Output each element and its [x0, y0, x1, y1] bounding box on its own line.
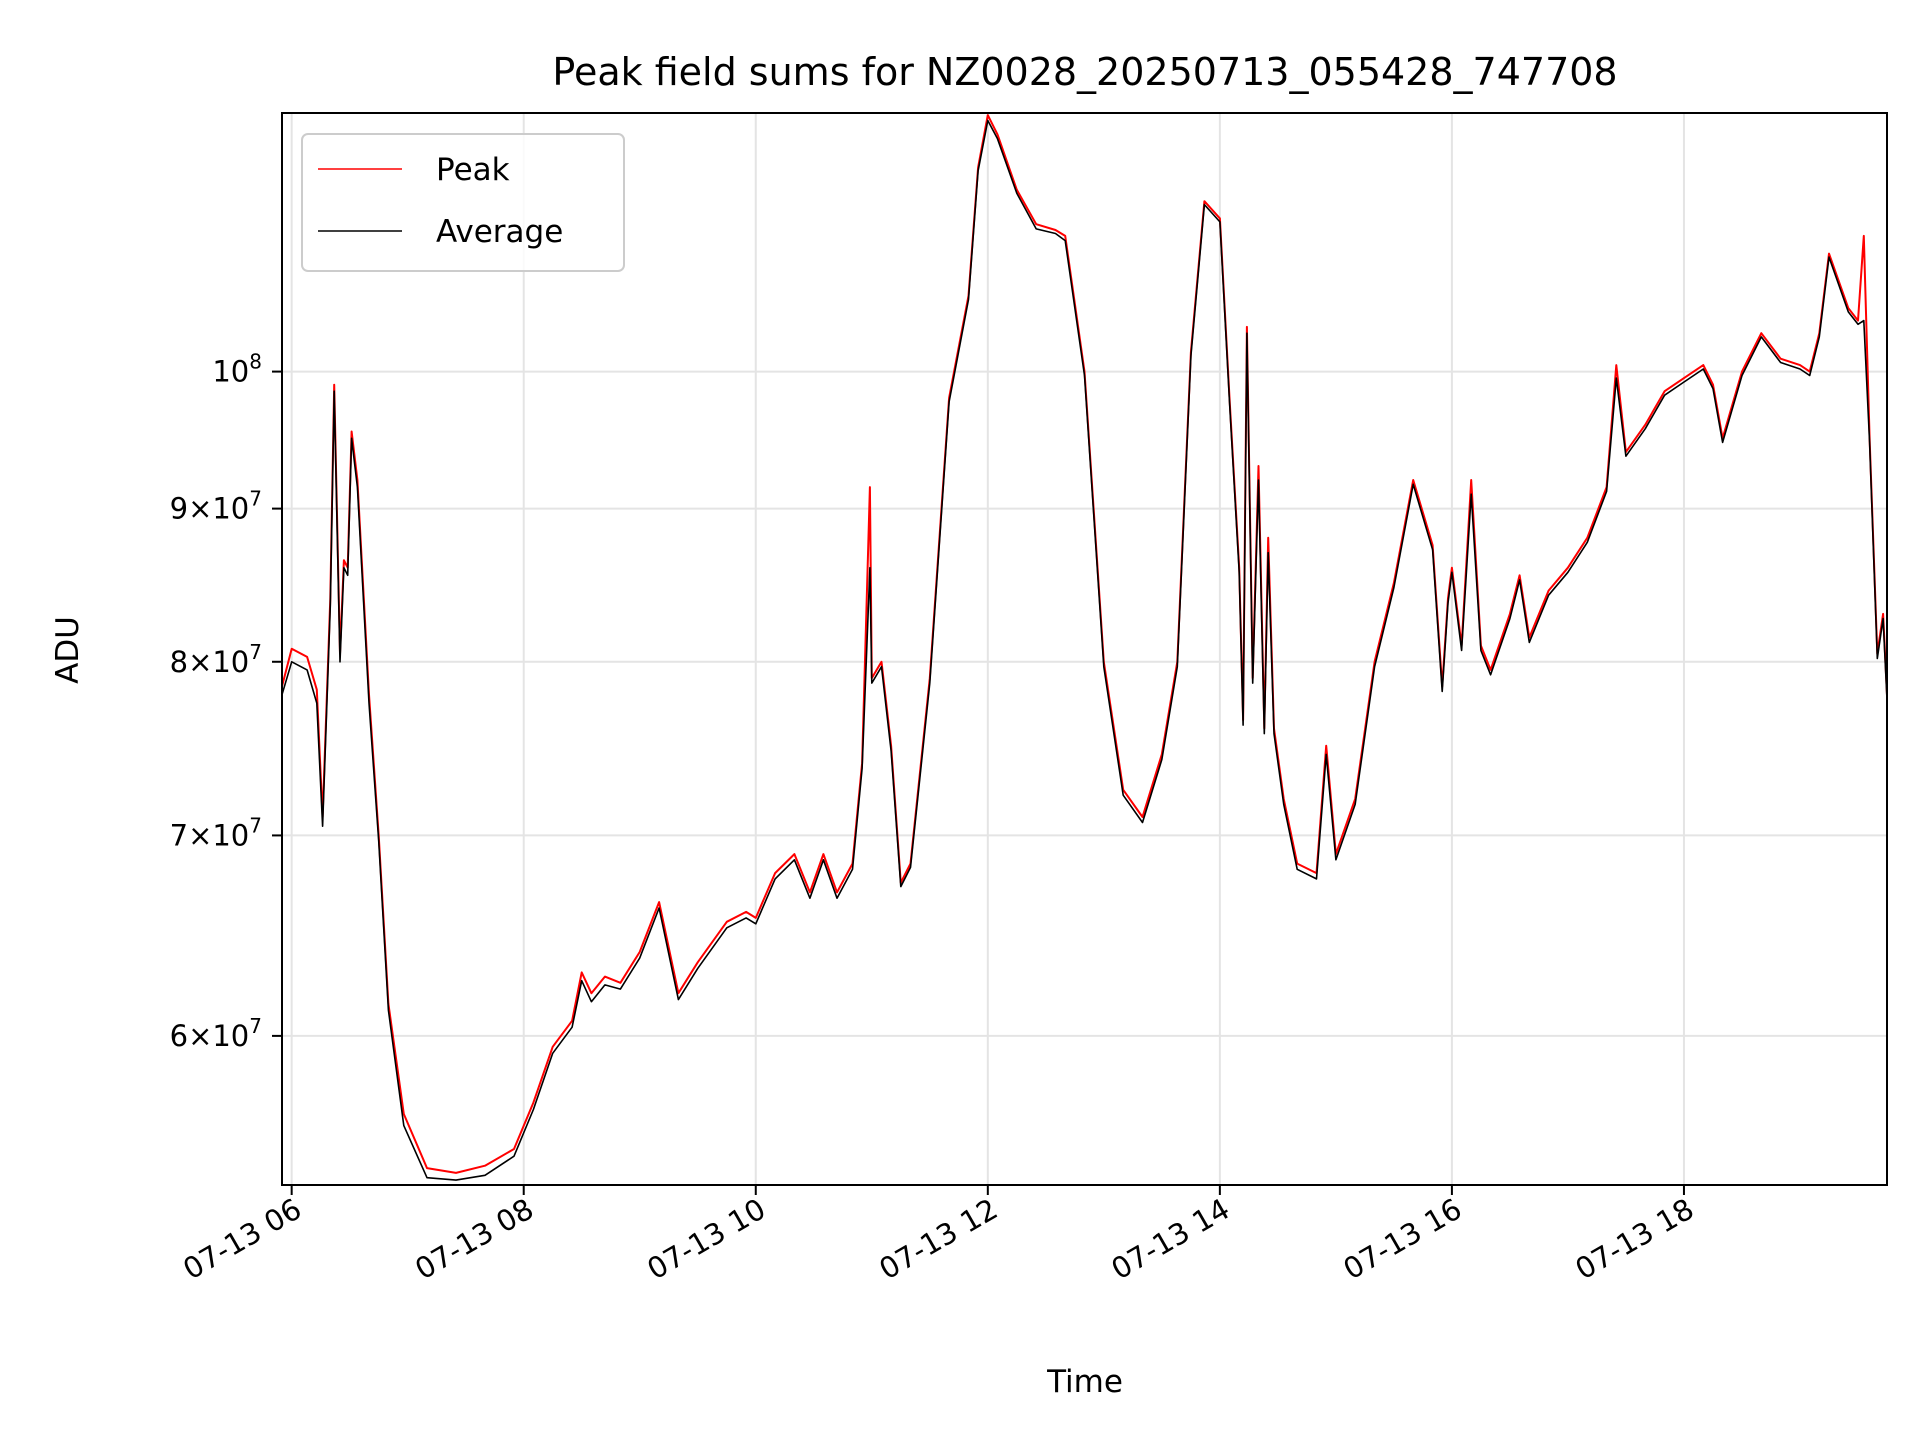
y-tick-label-base: 8	[170, 645, 188, 679]
y-tick-label: 8×107	[170, 640, 262, 679]
y-tick-label-base: 6	[170, 1019, 188, 1053]
y-tick-label-exponent: 7	[249, 1014, 262, 1038]
x-gridlines	[290, 113, 1685, 1185]
y-tick-label-base: 9	[170, 492, 188, 526]
series-lines	[281, 114, 1888, 1181]
y-tick-label-times: ×10	[188, 1019, 249, 1053]
y-tick-label: 7×107	[170, 813, 262, 852]
x-axis-label: Time	[1046, 1364, 1123, 1400]
y-tick-label-ten: 10	[212, 355, 249, 389]
y-tick-label-times: ×10	[188, 645, 249, 679]
plot-background	[282, 113, 1887, 1185]
chart-title: Peak field sums for NZ0028_20250713_0554…	[552, 50, 1617, 94]
y-tick-label-exponent: 7	[249, 813, 262, 837]
y-tick-label: 6×107	[170, 1014, 262, 1053]
y-tick-label: 9×107	[170, 487, 262, 526]
y-tick-label: 108	[212, 350, 262, 389]
plot-frame	[281, 112, 1888, 1186]
legend: Peak Average	[301, 133, 625, 272]
y-axis-label: ADU	[50, 616, 86, 684]
plot-area	[281, 112, 1888, 1186]
legend-label-peak: Peak	[436, 152, 510, 188]
y-tick-label-base: 7	[170, 818, 188, 852]
y-tick-label-times: ×10	[188, 492, 249, 526]
y-tick-label-exponent: 8	[249, 350, 262, 374]
legend-label-average: Average	[436, 214, 563, 250]
y-tick-label-times: ×10	[188, 818, 249, 852]
y-tick-label-exponent: 7	[249, 640, 262, 664]
y-tick-label-exponent: 7	[249, 487, 262, 511]
series-line-average	[281, 119, 1888, 1181]
